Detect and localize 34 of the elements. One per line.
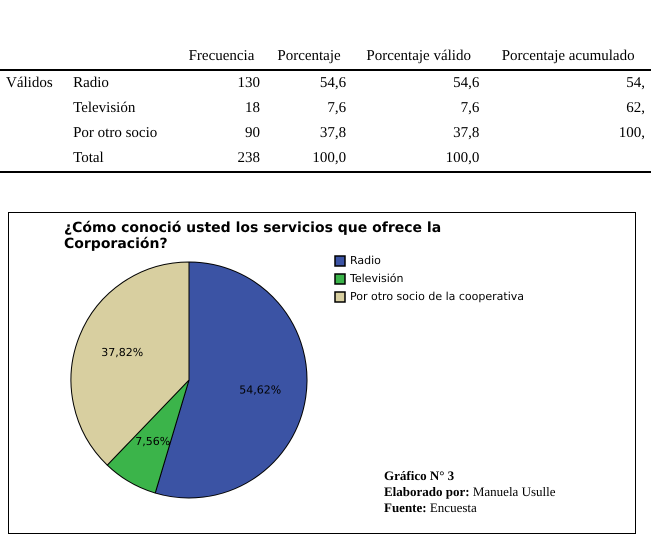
text: 7,6	[326, 99, 348, 118]
text: 90	[244, 124, 261, 143]
text: Total	[72, 149, 105, 168]
text: Frecuencia	[177, 0, 266, 70]
text: 100,	[618, 124, 646, 143]
text: 100,0	[444, 149, 480, 168]
text: Radio	[72, 74, 110, 93]
text: 37,8	[452, 124, 480, 143]
text: 7,6	[460, 99, 480, 118]
text: Porcentaje	[266, 0, 352, 70]
text: Televisión	[72, 99, 136, 118]
text: Gráfico N° 3	[384, 468, 456, 484]
text: 37,8	[318, 124, 348, 143]
text: 238	[236, 149, 261, 168]
data-label: 7,56%	[135, 435, 170, 448]
legend-label: Radio	[350, 254, 382, 267]
legend-label: Televisión	[349, 272, 404, 285]
data-label: 54,62%	[239, 383, 282, 396]
text: 54,	[625, 74, 646, 93]
text: 100,0	[311, 149, 348, 168]
source-note: Fuente: Encuesta	[384, 500, 478, 516]
text: 130	[236, 74, 261, 93]
chart-title: ¿Cómo conoció usted los servicios que ofrece la Corporación?	[64, 220, 442, 252]
legend-label: Por otro socio de la cooperativa	[350, 290, 524, 303]
text: Porcentaje válido	[352, 0, 486, 70]
text: Elaborado por: Manuela Usulle	[384, 484, 556, 500]
text: 54,6	[318, 74, 348, 93]
text: 54,6	[452, 74, 480, 93]
text: 18	[244, 99, 261, 118]
text: Por otro socio	[72, 124, 158, 143]
data-label: 37,82%	[101, 346, 144, 360]
text: Porcentaje acumulado	[485, 0, 651, 70]
text: Válidos	[5, 74, 54, 93]
text: 62,	[625, 99, 646, 118]
